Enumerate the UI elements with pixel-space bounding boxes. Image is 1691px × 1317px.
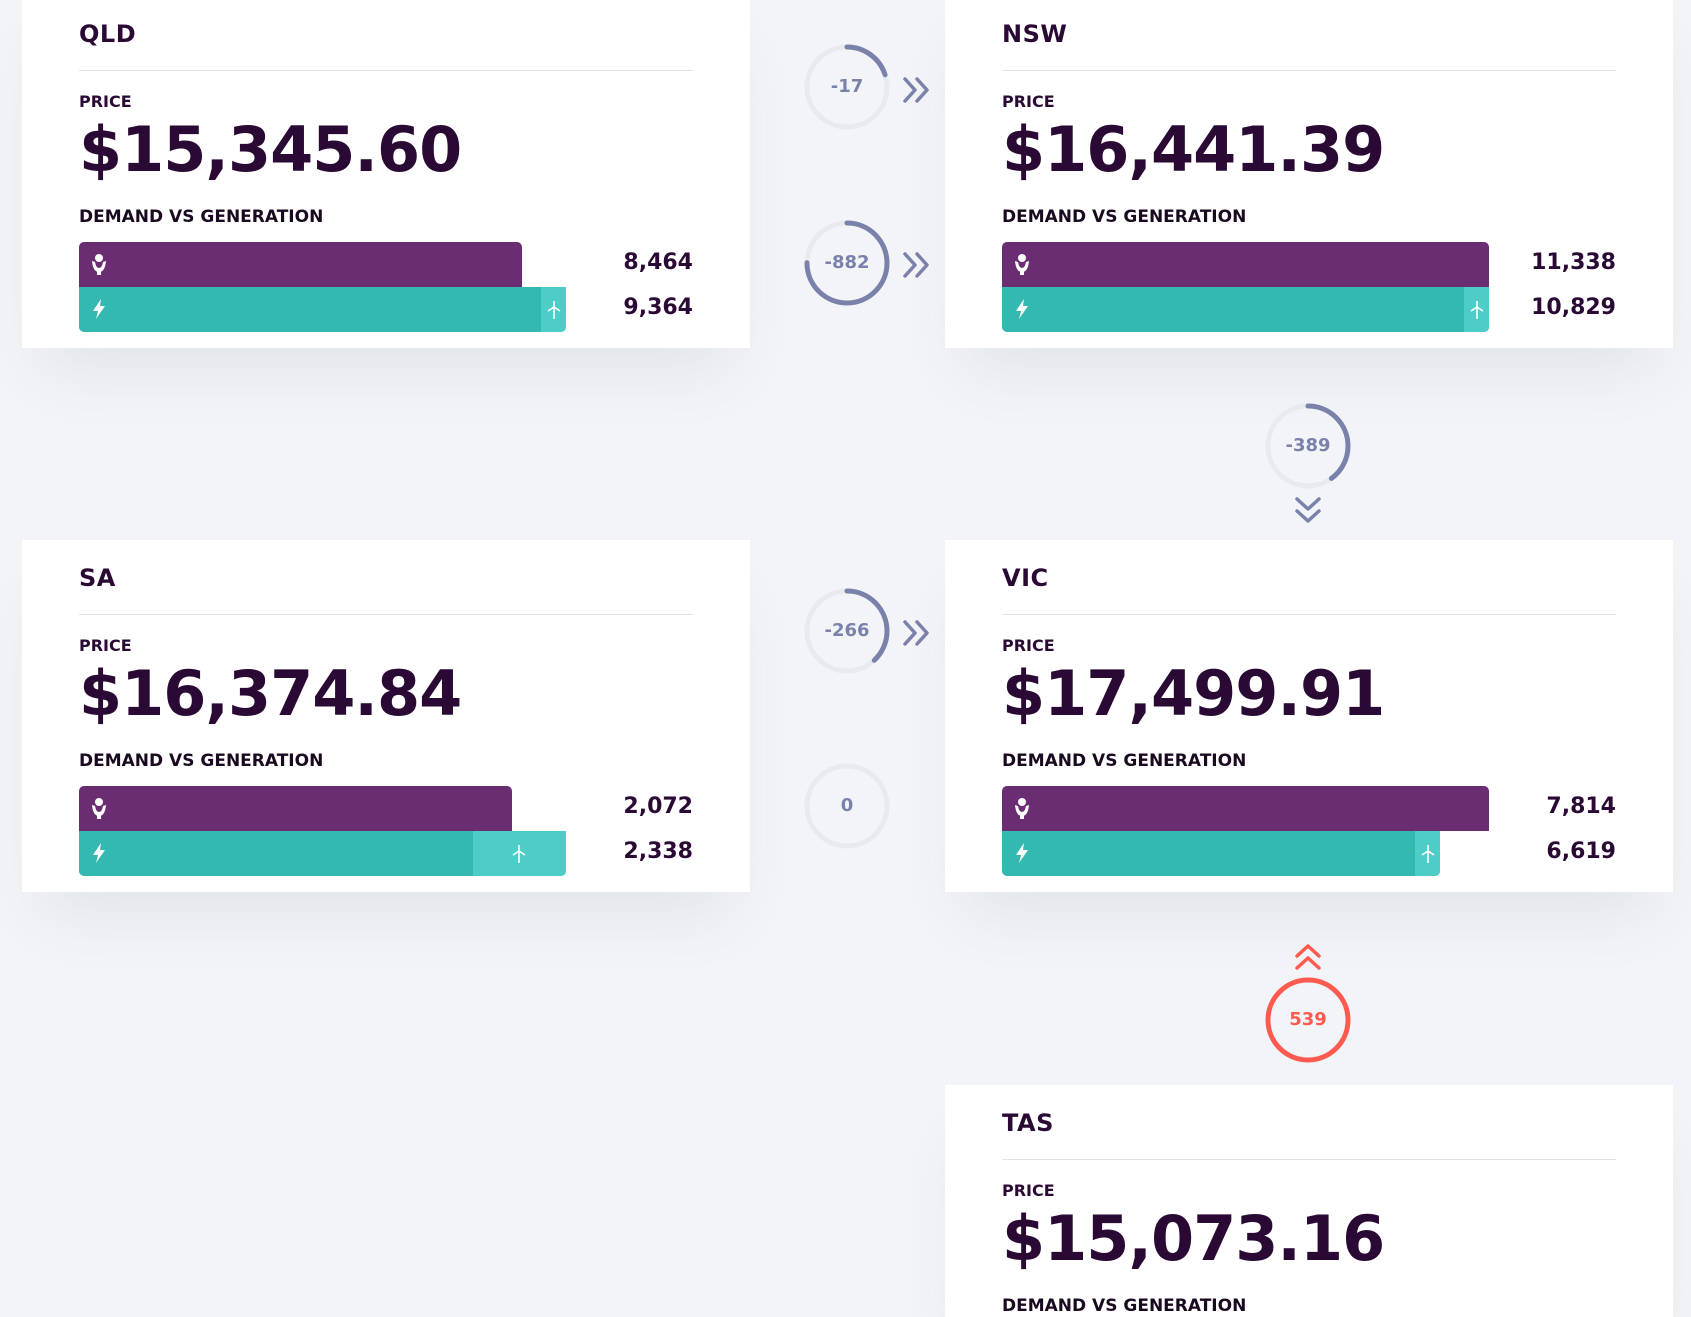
demand-value: 8,464 bbox=[623, 250, 693, 275]
flow-value: -266 bbox=[824, 620, 870, 641]
person-plug-icon bbox=[92, 798, 106, 819]
person-plug-icon bbox=[1015, 254, 1029, 275]
divider bbox=[79, 70, 693, 71]
demand-vs-generation-label: DEMAND VS GENERATION bbox=[79, 751, 324, 771]
generation-bar-fill bbox=[1002, 831, 1440, 876]
flow-ring-arc bbox=[804, 220, 890, 306]
lightning-icon bbox=[1016, 299, 1028, 319]
price-label: PRICE bbox=[79, 92, 132, 111]
price-value: $16,441.39 bbox=[1002, 113, 1385, 186]
demand-bar bbox=[1002, 242, 1494, 287]
region-name: QLD bbox=[79, 20, 137, 48]
flow-value: 0 bbox=[840, 795, 854, 816]
region-card-qld: QLD PRICE $15,345.60 DEMAND VS GENERATIO… bbox=[22, 0, 750, 348]
demand-vs-generation-label: DEMAND VS GENERATION bbox=[1002, 751, 1247, 771]
price-value: $17,499.91 bbox=[1002, 657, 1385, 730]
flow-value: -389 bbox=[1285, 435, 1331, 456]
generation-bar bbox=[1002, 831, 1494, 876]
price-label: PRICE bbox=[79, 636, 132, 655]
region-card-vic: VIC PRICE $17,499.91 DEMAND VS GENERATIO… bbox=[945, 540, 1673, 892]
divider bbox=[1002, 614, 1616, 615]
double-chevron-up-icon bbox=[1295, 944, 1321, 970]
wind-turbine-icon bbox=[1470, 301, 1484, 319]
flow-ring bbox=[1265, 977, 1351, 1063]
demand-bar bbox=[79, 242, 571, 287]
price-value: $15,345.60 bbox=[79, 113, 462, 186]
demand-value: 7,814 bbox=[1546, 794, 1616, 819]
flow-value: -17 bbox=[830, 76, 864, 97]
double-chevron-right-icon bbox=[903, 77, 929, 103]
flow-ring-arc bbox=[1265, 977, 1351, 1063]
price-label: PRICE bbox=[1002, 636, 1055, 655]
renewable-bar-fill bbox=[1415, 831, 1440, 876]
region-name: TAS bbox=[1002, 1109, 1054, 1137]
flow-ring-arc bbox=[1265, 403, 1351, 489]
generation-value: 9,364 bbox=[623, 295, 693, 320]
generation-bar bbox=[79, 831, 571, 876]
generation-value: 10,829 bbox=[1531, 295, 1616, 320]
price-value: $16,374.84 bbox=[79, 657, 462, 730]
interconnector-vic-tas[interactable]: 539 bbox=[1263, 975, 1353, 1065]
flow-ring bbox=[1265, 403, 1351, 489]
demand-bar bbox=[79, 786, 571, 831]
demand-vs-generation-label: DEMAND VS GENERATION bbox=[1002, 207, 1247, 227]
region-name: VIC bbox=[1002, 564, 1049, 592]
renewable-bar-fill bbox=[1464, 287, 1490, 332]
demand-value: 2,072 bbox=[623, 794, 693, 819]
divider bbox=[1002, 1159, 1616, 1160]
flow-ring bbox=[804, 44, 890, 130]
demand-bar-fill bbox=[1002, 242, 1490, 287]
flow-ring bbox=[804, 763, 890, 849]
double-chevron-right-icon bbox=[903, 620, 929, 646]
demand-bar bbox=[1002, 786, 1494, 831]
flow-ring bbox=[804, 588, 890, 674]
region-card-sa: SA PRICE $16,374.84 DEMAND VS GENERATION… bbox=[22, 540, 750, 892]
flow-ring-arc bbox=[804, 588, 890, 674]
region-card-tas: TAS PRICE $15,073.16 DEMAND VS GENERATIO… bbox=[945, 1085, 1673, 1317]
generation-bar bbox=[1002, 287, 1494, 332]
interconnector-qld-nsw-upper[interactable]: -17 bbox=[802, 42, 892, 132]
generation-bar bbox=[79, 287, 571, 332]
wind-turbine-icon bbox=[512, 845, 526, 863]
interconnector-nsw-vic[interactable]: -389 bbox=[1263, 401, 1353, 491]
divider bbox=[1002, 70, 1616, 71]
generation-bar-fill bbox=[1002, 287, 1490, 332]
price-label: PRICE bbox=[1002, 1181, 1055, 1200]
person-plug-icon bbox=[92, 254, 106, 275]
region-name: NSW bbox=[1002, 20, 1068, 48]
wind-turbine-icon bbox=[1421, 845, 1435, 863]
interconnector-sa-vic-lower[interactable]: 0 bbox=[802, 761, 892, 851]
demand-bar-fill bbox=[79, 242, 522, 287]
lightning-icon bbox=[93, 843, 105, 863]
interconnector-sa-vic-upper[interactable]: -266 bbox=[802, 586, 892, 676]
divider bbox=[79, 614, 693, 615]
price-label: PRICE bbox=[1002, 92, 1055, 111]
generation-value: 2,338 bbox=[623, 839, 693, 864]
wind-turbine-icon bbox=[547, 301, 561, 319]
flow-ring bbox=[804, 220, 890, 306]
flow-ring-track bbox=[804, 763, 890, 849]
double-chevron-right-icon bbox=[903, 252, 929, 278]
region-card-nsw: NSW PRICE $16,441.39 DEMAND VS GENERATIO… bbox=[945, 0, 1673, 348]
renewable-bar-fill bbox=[541, 287, 567, 332]
demand-vs-generation-label: DEMAND VS GENERATION bbox=[79, 207, 324, 227]
flow-value: -882 bbox=[824, 252, 870, 273]
demand-bar-fill bbox=[1002, 786, 1490, 831]
price-value: $15,073.16 bbox=[1002, 1202, 1385, 1275]
generation-bar-fill bbox=[79, 287, 567, 332]
person-plug-icon bbox=[1015, 798, 1029, 819]
renewable-bar-fill bbox=[472, 831, 567, 876]
flow-ring-arc bbox=[804, 44, 890, 130]
region-name: SA bbox=[79, 564, 116, 592]
demand-vs-generation-label: DEMAND VS GENERATION bbox=[1002, 1296, 1247, 1316]
demand-bar-fill bbox=[79, 786, 512, 831]
generation-value: 6,619 bbox=[1546, 839, 1616, 864]
double-chevron-down-icon bbox=[1295, 497, 1321, 523]
interconnector-qld-nsw-lower[interactable]: -882 bbox=[802, 218, 892, 308]
demand-value: 11,338 bbox=[1531, 250, 1616, 275]
lightning-icon bbox=[1016, 843, 1028, 863]
flow-value: 539 bbox=[1289, 1009, 1327, 1030]
lightning-icon bbox=[93, 299, 105, 319]
